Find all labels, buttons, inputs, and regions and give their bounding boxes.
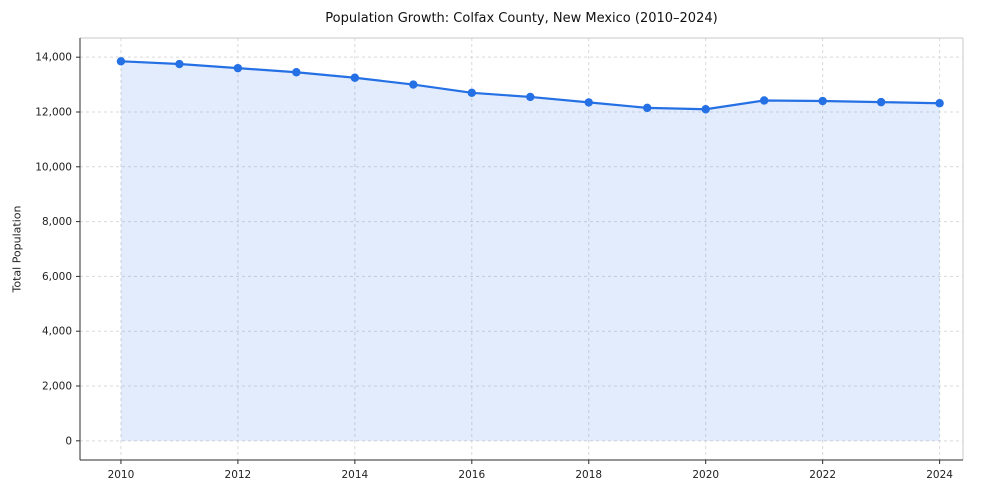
area-fill xyxy=(120,61,940,441)
y-tick-label: 6,000 xyxy=(42,271,72,283)
y-tick-label: 4,000 xyxy=(42,326,72,338)
y-tick-label: 0 xyxy=(65,435,72,447)
data-point xyxy=(233,63,243,73)
data-point xyxy=(643,103,652,113)
axis-ticks xyxy=(76,56,941,464)
x-tick-label: 2016 xyxy=(458,469,485,481)
y-tick-label: 14,000 xyxy=(35,52,72,64)
x-tick-label: 2024 xyxy=(926,469,953,481)
data-point xyxy=(175,59,184,69)
data-point xyxy=(818,96,827,106)
x-tick-label: 2020 xyxy=(692,469,719,481)
x-tick-label: 2022 xyxy=(809,469,836,481)
axis-tick-labels: 0 2,000 4,000 6,000 8,000 10,000 12,000 14,000 2… xyxy=(35,52,953,481)
data-point xyxy=(935,99,944,108)
data-point xyxy=(467,88,476,98)
chart-title: Population Growth: Colfax County, New Me… xyxy=(325,11,718,26)
y-tick-label: 2,000 xyxy=(42,381,72,393)
data-point xyxy=(584,98,593,107)
data-point xyxy=(292,68,301,77)
x-tick-label: 2010 xyxy=(108,469,135,481)
y-tick-label: 8,000 xyxy=(42,216,72,228)
x-tick-label: 2012 xyxy=(225,469,252,481)
y-tick-label: 12,000 xyxy=(35,106,72,118)
data-point xyxy=(409,80,418,89)
data-point xyxy=(701,105,710,114)
data-point xyxy=(759,96,769,105)
data-point xyxy=(116,57,126,66)
y-tick-label: 10,000 xyxy=(35,161,72,173)
data-point xyxy=(876,97,886,107)
data-point xyxy=(350,73,360,82)
data-points xyxy=(116,57,944,114)
plot-border xyxy=(79,37,964,461)
x-tick-label: 2018 xyxy=(575,469,602,481)
data-point xyxy=(526,92,535,102)
x-tick-label: 2014 xyxy=(341,469,368,481)
gridlines xyxy=(80,38,963,460)
